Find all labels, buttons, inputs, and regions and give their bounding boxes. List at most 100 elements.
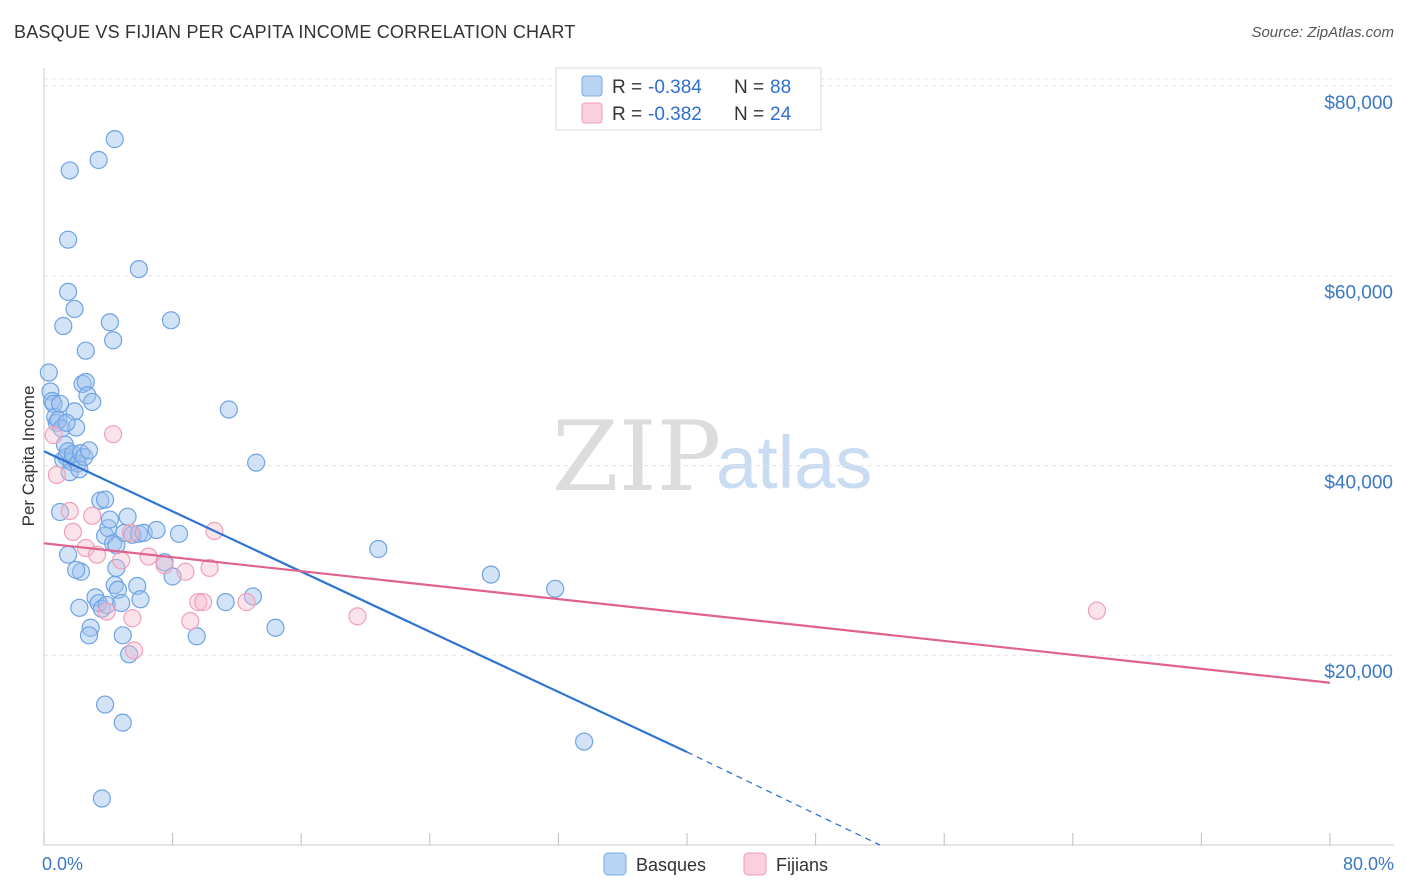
y-tick-labels: $20,000 $40,000 $60,000 $80,000	[1324, 93, 1393, 683]
point-basques	[112, 593, 131, 613]
point-fijians	[83, 506, 102, 525]
point-basques	[129, 259, 148, 279]
y-tick-label: $80,000	[1324, 93, 1393, 114]
legend-n-value-basques: 88	[770, 77, 791, 98]
series-legend-swatch-fijians	[743, 852, 767, 876]
x-ticks	[43, 833, 1331, 845]
point-basques	[79, 626, 99, 645]
trendline-basques-extension	[686, 751, 881, 846]
point-basques	[105, 130, 124, 149]
source-credit: Source: ZipAtlas.com	[1251, 24, 1394, 41]
point-basques	[216, 593, 235, 612]
point-basques	[39, 363, 58, 382]
point-basques	[481, 565, 500, 584]
point-basques	[131, 590, 150, 609]
point-basques	[546, 579, 565, 598]
point-basques	[247, 453, 266, 472]
point-basques	[50, 394, 70, 413]
point-basques	[100, 510, 120, 529]
point-basques	[266, 618, 285, 637]
gridlines	[44, 78, 1394, 656]
point-fijians	[44, 426, 63, 445]
legend-r-value-basques: -0.384	[648, 77, 702, 98]
trendline-basques	[43, 450, 688, 754]
legend-n-value-fijians: 24	[770, 104, 792, 125]
point-basques	[57, 413, 76, 432]
point-basques	[67, 560, 86, 579]
point-basques	[60, 161, 79, 180]
point-basques	[104, 331, 123, 350]
point-basques	[100, 313, 120, 332]
y-tick-label: $60,000	[1324, 283, 1393, 304]
y-tick-label: $40,000	[1324, 472, 1393, 493]
point-basques	[65, 299, 84, 319]
watermark-atlas: atlas	[716, 421, 872, 504]
series-legend-swatch-basques	[603, 852, 627, 876]
y-tick-label: $20,000	[1324, 662, 1393, 683]
point-basques	[81, 618, 100, 637]
point-fijians	[60, 501, 79, 521]
point-basques	[92, 789, 111, 808]
legend-n-label-basques: N =	[734, 77, 764, 98]
point-basques	[83, 392, 102, 412]
point-basques	[187, 627, 206, 646]
point-fijians	[237, 593, 256, 612]
point-fijians	[123, 609, 142, 628]
trendlines	[43, 450, 1331, 846]
point-fijians	[104, 425, 123, 444]
point-fijians	[200, 558, 219, 578]
trendline-fijians	[43, 542, 1331, 684]
legend-r-label-fijians: R =	[612, 104, 642, 125]
point-basques	[76, 372, 95, 392]
point-basques	[97, 595, 116, 615]
x-tick-label-max: 80.0%	[1343, 854, 1394, 874]
legend-n-label-fijians: N =	[734, 104, 764, 125]
watermark-zip: ZIP	[552, 401, 721, 513]
y-axis-label: Per Capita Income	[19, 386, 38, 527]
point-fijians	[139, 547, 158, 566]
point-basques	[79, 441, 99, 460]
point-basques	[59, 230, 78, 249]
stats-legend: R = -0.384 N = 88 R = -0.382 N = 24	[555, 67, 822, 131]
point-basques	[113, 626, 132, 645]
point-basques	[67, 418, 86, 437]
series-legend-label-fijians: Fijians	[776, 855, 828, 875]
point-fijians	[181, 611, 200, 631]
point-basques	[147, 520, 166, 540]
legend-swatch-fijians	[581, 102, 603, 124]
point-fijians	[194, 593, 213, 612]
point-basques	[70, 598, 89, 617]
point-fijians	[189, 593, 208, 612]
point-fijians	[1087, 601, 1107, 620]
legend-r-value-fijians: -0.382	[648, 104, 702, 125]
legend-swatch-basques	[581, 75, 603, 97]
point-basques	[73, 374, 92, 393]
chart-title: BASQUE VS FIJIAN PER CAPITA INCOME CORRE…	[14, 22, 576, 42]
point-basques	[59, 282, 78, 301]
point-basques	[76, 341, 95, 360]
point-fijians	[112, 551, 131, 570]
point-basques	[369, 539, 388, 559]
point-basques	[50, 502, 70, 522]
point-basques	[161, 311, 181, 330]
point-basques	[113, 713, 132, 732]
point-basques	[59, 545, 78, 564]
legend-r-label-basques: R =	[612, 77, 642, 98]
point-fijians	[176, 562, 195, 581]
data-points	[39, 130, 1107, 808]
point-basques	[219, 400, 238, 419]
point-fijians	[348, 607, 367, 626]
x-tick-label-min: 0.0%	[42, 854, 83, 874]
axes	[43, 68, 1394, 846]
point-basques	[89, 150, 108, 170]
series-legend: Basques Fijians	[603, 852, 828, 876]
point-basques	[54, 316, 73, 336]
point-fijians	[155, 556, 174, 575]
series-legend-label-basques: Basques	[636, 855, 706, 875]
point-basques	[95, 695, 115, 714]
point-fijians	[97, 602, 116, 621]
point-fijians	[121, 523, 140, 542]
point-fijians	[63, 522, 83, 542]
point-fijians	[124, 641, 144, 660]
